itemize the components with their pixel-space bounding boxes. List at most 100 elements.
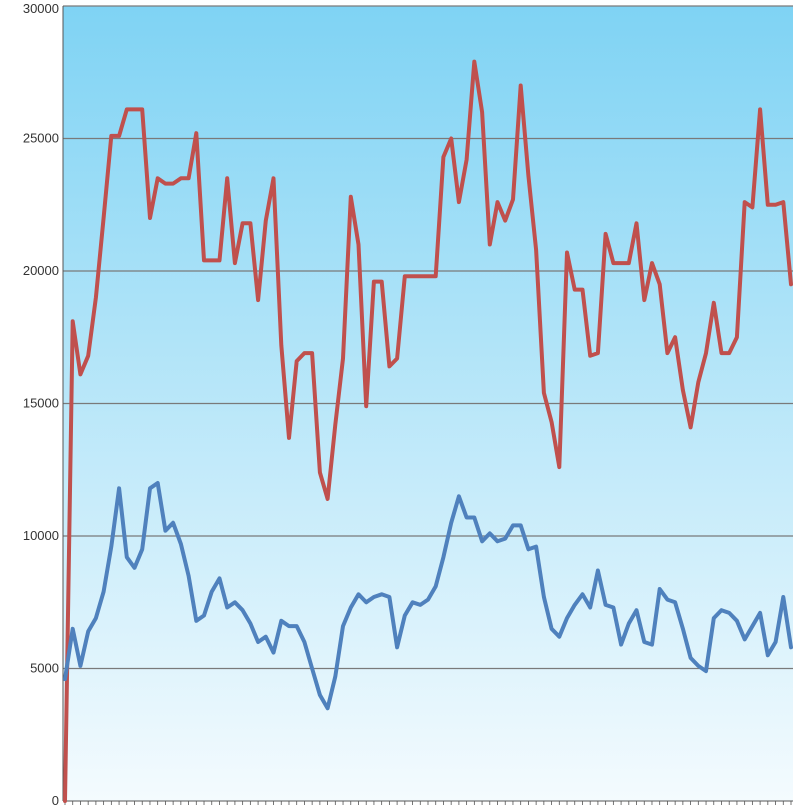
data-point-s1-42 [388, 365, 391, 368]
data-point-s2-70 [604, 604, 607, 606]
data-point-s2-66 [573, 604, 576, 606]
data-point-s1-39 [365, 405, 368, 407]
data-point-s1-79 [674, 336, 676, 339]
data-point-s1-81 [689, 426, 692, 429]
data-point-s2-22 [234, 601, 236, 604]
data-point-s2-89 [751, 625, 754, 627]
data-point-s1-91 [767, 203, 769, 206]
data-point-s2-72 [620, 643, 622, 646]
data-point-s2-34 [326, 707, 329, 710]
data-point-s1-90 [759, 108, 761, 111]
data-point-s1-89 [751, 206, 754, 209]
data-point-s1-93 [782, 201, 785, 203]
data-point-s1-36 [342, 357, 344, 360]
data-point-s1-62 [543, 392, 545, 394]
data-point-s1-78 [666, 352, 669, 354]
data-point-s1-75 [643, 299, 646, 301]
data-point-s2-90 [759, 612, 761, 614]
data-point-s2-43 [396, 646, 398, 649]
data-point-s2-3 [87, 630, 89, 633]
y-tick-label-5000: 5000 [30, 661, 59, 676]
data-point-s2-79 [674, 601, 676, 604]
data-point-s2-84 [712, 617, 715, 619]
data-point-s1-11 [149, 217, 151, 219]
data-point-s1-58 [512, 198, 514, 201]
y-tick-label-25000: 25000 [23, 131, 59, 146]
data-point-s2-11 [149, 487, 151, 490]
data-point-s1-88 [743, 201, 746, 203]
data-point-s1-2 [79, 373, 82, 376]
data-point-s1-77 [658, 283, 661, 286]
data-point-s2-80 [682, 627, 684, 630]
data-point-s1-41 [380, 280, 383, 283]
data-point-s1-46 [419, 275, 422, 278]
y-tick-label-10000: 10000 [23, 528, 59, 543]
data-point-s1-83 [705, 352, 707, 354]
data-point-s2-41 [380, 593, 383, 596]
data-point-s2-39 [365, 601, 368, 604]
data-point-s1-27 [272, 177, 275, 180]
data-point-s2-64 [558, 635, 561, 638]
data-point-s1-25 [257, 299, 259, 301]
data-point-s2-4 [95, 617, 97, 619]
data-point-s2-74 [635, 609, 638, 611]
data-point-s2-56 [496, 540, 499, 543]
data-point-s1-94 [790, 283, 792, 286]
y-tick-label-30000: 30000 [23, 1, 59, 16]
series-group [63, 59, 793, 803]
data-point-s2-71 [612, 606, 615, 609]
data-point-s1-60 [527, 174, 530, 177]
data-point-s2-63 [550, 627, 553, 630]
data-point-s1-7 [118, 135, 120, 137]
data-point-s2-73 [628, 622, 630, 625]
data-point-s1-66 [573, 288, 576, 291]
data-point-s2-13 [164, 529, 167, 532]
data-point-s2-51 [458, 495, 460, 498]
data-point-s2-15 [180, 543, 182, 545]
y-tick-label-15000: 15000 [23, 396, 59, 411]
data-point-s2-77 [658, 588, 661, 590]
data-point-s1-20 [218, 259, 221, 262]
data-point-s2-65 [566, 617, 568, 619]
data-point-s2-60 [527, 548, 530, 551]
data-point-s1-48 [434, 275, 437, 278]
data-point-s1-59 [519, 84, 522, 87]
data-point-s2-45 [411, 601, 414, 604]
data-point-s2-88 [743, 638, 746, 641]
data-point-s2-49 [442, 556, 445, 558]
data-point-s2-5 [102, 590, 105, 593]
data-point-s1-4 [95, 296, 97, 299]
data-point-s2-76 [651, 643, 653, 646]
data-point-s2-48 [434, 585, 437, 588]
data-point-s1-65 [566, 251, 568, 254]
data-point-s2-86 [728, 612, 731, 614]
data-point-s2-46 [419, 604, 422, 606]
data-point-s1-8 [125, 108, 128, 111]
data-point-s1-70 [604, 233, 607, 235]
data-point-s1-19 [210, 259, 213, 262]
data-point-s1-85 [720, 352, 723, 354]
data-point-s2-54 [481, 540, 483, 543]
data-point-s2-55 [488, 532, 491, 535]
data-point-s1-53 [473, 60, 476, 63]
data-point-s1-63 [550, 421, 553, 423]
data-point-s2-14 [172, 521, 174, 524]
data-point-s1-71 [612, 262, 615, 264]
series-points-1 [64, 60, 792, 802]
data-point-s2-50 [450, 521, 452, 524]
data-point-s2-92 [774, 641, 777, 643]
data-point-s1-1 [71, 320, 74, 323]
gridlines [63, 5, 793, 670]
data-point-s1-35 [334, 423, 337, 426]
series-points-2 [64, 482, 792, 710]
data-point-s1-24 [249, 222, 252, 225]
data-point-s2-85 [720, 609, 723, 611]
data-point-s1-68 [589, 355, 591, 357]
data-point-s2-19 [210, 590, 213, 593]
data-point-s1-38 [357, 243, 360, 246]
data-point-s2-6 [110, 545, 113, 548]
data-point-s2-18 [203, 614, 205, 617]
data-point-s1-55 [488, 243, 491, 246]
data-point-s2-16 [187, 574, 190, 577]
